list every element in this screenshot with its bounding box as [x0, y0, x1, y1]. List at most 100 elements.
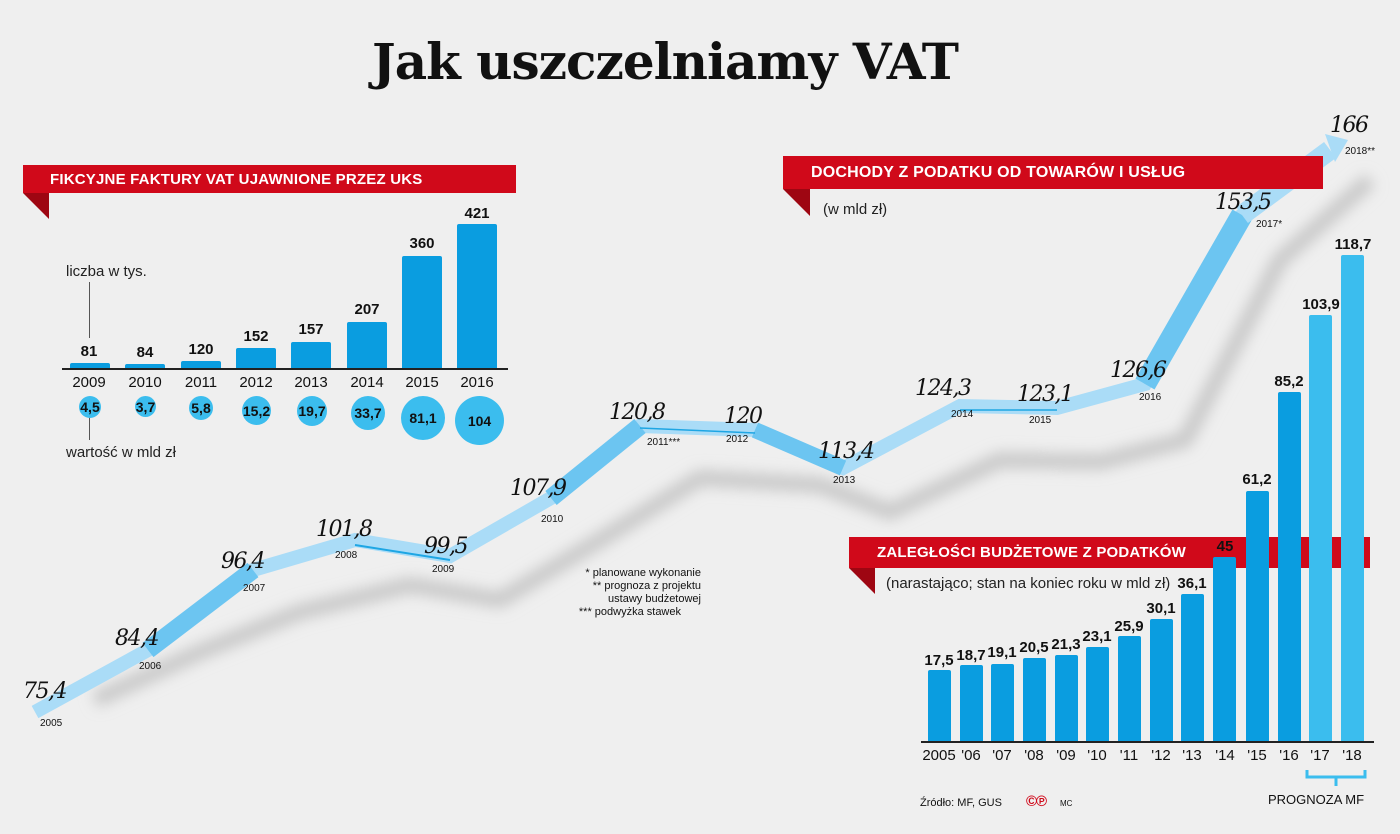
arrears-value-2006: 18,7 — [956, 647, 986, 664]
revenue-value-2014: 124,3 — [915, 376, 972, 401]
invoice-value-bubble-2014: 33,7 — [351, 396, 385, 430]
revenue-value-2018: 166 — [1330, 113, 1369, 138]
arrears-year-2009: '09 — [1056, 747, 1076, 764]
arrears-bar-2017-forecast — [1309, 315, 1332, 741]
arrears-year-2012: '12 — [1151, 747, 1171, 764]
arrears-year-2018: '18 — [1342, 747, 1362, 764]
invoice-bar-2013 — [291, 342, 331, 368]
arrears-bar-2018-forecast — [1341, 255, 1364, 741]
revenue-year-2010: 2010 — [541, 514, 564, 525]
value-label: wartość w mld zł — [66, 444, 177, 461]
arrears-year-2005: 2005 — [922, 747, 956, 764]
arrears-bar-2016 — [1278, 392, 1301, 741]
author-label: MC — [1060, 799, 1073, 808]
invoice-bar-2012 — [236, 348, 276, 368]
arrears-bar-2006 — [960, 665, 983, 741]
invoice-bar-2009 — [70, 363, 110, 368]
arrears-bar-2005 — [928, 670, 951, 741]
revenue-year-2012: 2012 — [726, 434, 749, 445]
invoice-value-bubble-2009: 4,5 — [79, 396, 101, 418]
revenue-value-2011: 120,8 — [609, 400, 666, 425]
arrears-bar-2012 — [1150, 619, 1173, 741]
revenue-unit: (w mld zł) — [823, 201, 888, 218]
arrears-year-2008: '08 — [1024, 747, 1044, 764]
revenue-value-2010: 107,9 — [510, 476, 567, 501]
footnote-2: ** prognoza z projektu — [592, 580, 701, 592]
arrears-value-2008: 20,5 — [1019, 639, 1049, 656]
arrears-bar-2014 — [1213, 557, 1236, 741]
copyright-icon: ©℗ — [1026, 793, 1047, 810]
arrears-value-2015: 61,2 — [1242, 471, 1272, 488]
revenue-year-2011: 2011*** — [647, 437, 681, 448]
footnotes: * planowane wykonanie ** prognoza z proj… — [548, 567, 701, 619]
invoice-value-bubble-2012: 15,2 — [242, 396, 271, 425]
revenue-banner: DOCHODY Z PODATKU OD TOWARÓW I USŁUG — [783, 156, 1323, 189]
invoice-count-2014: 207 — [354, 301, 380, 318]
invoice-year-2012: 2012 — [239, 374, 273, 391]
source-label: Źródło: MF, GUS — [920, 797, 1002, 809]
arrears-year-2017: '17 — [1310, 747, 1330, 764]
arrears-value-2012: 30,1 — [1146, 600, 1176, 617]
invoice-bar-2015 — [402, 256, 442, 368]
arrears-year-2013: '13 — [1182, 747, 1202, 764]
count-label: liczba w tys. — [66, 263, 147, 280]
invoice-year-2013: 2013 — [294, 374, 328, 391]
value-pointer-line — [89, 415, 90, 440]
arrears-bar-2008 — [1023, 658, 1046, 741]
invoice-value-bubble-2010: 3,7 — [135, 396, 156, 417]
arrears-year-2011: '11 — [1119, 747, 1139, 764]
arrears-bar-2010 — [1086, 647, 1109, 741]
invoice-bar-2016 — [457, 224, 497, 368]
footnote-2-cont: ustawy budżetowej — [608, 593, 701, 605]
revenue-year-2005: 2005 — [40, 718, 63, 729]
arrears-value-2017: 103,9 — [1302, 296, 1340, 313]
invoice-count-2016: 421 — [464, 205, 490, 222]
arrears-value-2014: 45 — [1216, 538, 1234, 555]
revenue-value-2007: 96,4 — [221, 549, 265, 574]
arrears-value-2011: 25,9 — [1114, 618, 1144, 635]
banner-fold-icon — [849, 568, 875, 594]
revenue-value-2006: 84,4 — [115, 626, 159, 651]
footnote-3: *** podwyżka stawek — [578, 606, 681, 618]
revenue-value-2015: 123,1 — [1017, 382, 1074, 407]
arrears-bar-2007 — [991, 664, 1014, 741]
arrears-bar-2009 — [1055, 655, 1078, 741]
revenue-year-2008: 2008 — [335, 550, 358, 561]
revenue-year-2006: 2006 — [139, 661, 162, 672]
invoice-bar-2011 — [181, 361, 221, 368]
arrears-bar-2013 — [1181, 594, 1204, 741]
arrears-unit: (narastająco; stan na koniec roku w mld … — [886, 575, 1171, 592]
invoice-value-bubble-2016: 104 — [455, 396, 504, 445]
arrears-value-2010: 23,1 — [1082, 628, 1112, 645]
invoice-count-2011: 120 — [188, 341, 214, 358]
revenue-value-2016: 126,6 — [1110, 358, 1167, 383]
banner-fold-icon — [23, 193, 49, 219]
revenue-year-2009: 2009 — [432, 564, 455, 575]
invoice-count-2009: 81 — [80, 343, 98, 360]
arrears-value-2018: 118,7 — [1334, 236, 1372, 253]
revenue-year-2007: 2007 — [243, 583, 266, 594]
revenue-value-2013: 113,4 — [818, 439, 875, 464]
arrears-value-2013: 36,1 — [1177, 575, 1207, 592]
revenue-year-2015: 2015 — [1029, 415, 1052, 426]
invoice-bar-2010 — [125, 364, 165, 368]
revenue-value-2012: 120 — [724, 404, 763, 429]
revenue-year-2013: 2013 — [833, 475, 856, 486]
banner-fold-icon — [783, 189, 810, 216]
invoice-count-2012: 152 — [243, 328, 269, 345]
revenue-value-2009: 99,5 — [424, 534, 468, 559]
arrears-year-2016: '16 — [1279, 747, 1299, 764]
arrears-year-2007: '07 — [992, 747, 1012, 764]
invoice-count-2010: 84 — [136, 344, 154, 361]
invoice-year-2009: 2009 — [72, 374, 106, 391]
invoice-year-2010: 2010 — [128, 374, 162, 391]
invoice-bar-2014 — [347, 322, 387, 368]
footnote-1: * planowane wykonanie — [585, 567, 701, 579]
arrears-bar-2011 — [1118, 636, 1141, 741]
revenue-year-2018: 2018** — [1345, 146, 1376, 157]
invoice-count-2013: 157 — [298, 321, 324, 338]
revenue-value-2005: 75,4 — [23, 679, 67, 704]
invoice-count-2015: 360 — [409, 235, 435, 252]
invoice-value-bubble-2015: 81,1 — [401, 396, 445, 440]
